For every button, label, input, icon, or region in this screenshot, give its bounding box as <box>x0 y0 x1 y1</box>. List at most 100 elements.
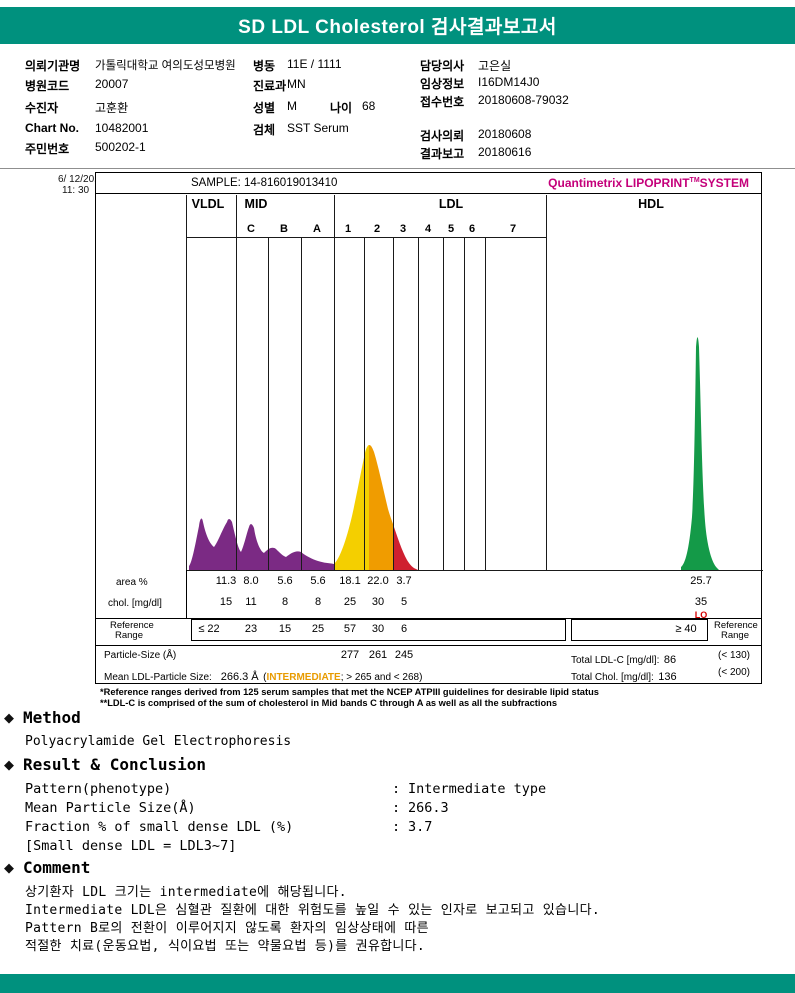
densitometry-chart <box>186 195 763 571</box>
result-row-label: Fraction % of small dense LDL (%) <box>25 819 294 835</box>
lane-group-vldl: VLDL <box>191 197 225 211</box>
lane-sublabel-1: 1 <box>344 223 352 235</box>
lane-sublabel-3: 3 <box>399 223 407 235</box>
diamond-bullet-icon: ◆ <box>4 709 14 725</box>
ref-range-cell-right <box>571 619 708 641</box>
area-pct-value: 5.6 <box>310 575 326 587</box>
area-pct-value: 18.1 <box>339 575 361 587</box>
footnote-2: **LDL-C is comprised of the sum of chole… <box>100 698 557 708</box>
lane-sublabel-4: 4 <box>424 223 432 235</box>
label-sex: 성별 <box>253 101 276 115</box>
lane-sublabel-c: C <box>247 223 255 235</box>
total-ldl-c-label: Total LDL-C [mg/dl]: <box>571 655 660 666</box>
ref-range-value: ≥ 40 <box>675 623 697 635</box>
method-body: Polyacrylamide Gel Electrophoresis <box>25 734 292 749</box>
comment-line: Pattern B로의 전환이 이루어지지 않도록 환자의 임상상태에 따른 <box>25 921 429 936</box>
ldl3-curve-red <box>393 524 418 570</box>
total-ldl-c-value: 86 <box>663 654 677 666</box>
total-ldl-c-row: Total LDL-C [mg/dl]: 86 <box>571 650 676 668</box>
lane-grid-lines <box>186 195 763 571</box>
value-report-date: 20180616 <box>478 145 532 159</box>
result-row-value: 266.3 <box>408 800 449 816</box>
ref-range-label-right-line2: Range <box>721 630 749 641</box>
chol-value: 15 <box>219 596 233 608</box>
sample-id: 14-816019013410 <box>244 177 338 189</box>
area-pct-value: 3.7 <box>396 575 412 587</box>
ref-range-value: 15 <box>278 623 292 635</box>
mean-classification: INTERMEDIATE <box>266 672 341 683</box>
total-chol-row: Total Chol. [mg/dl]: 136 <box>571 667 677 685</box>
ref-range-cell-left <box>191 619 566 641</box>
mean-ldl-value: 266.3 Å <box>220 671 259 683</box>
value-doctor: 고은실 <box>478 59 512 73</box>
ref-range-value: 30 <box>371 623 385 635</box>
ref-range-label-line1: Reference <box>110 620 154 631</box>
label-department: 진료과 <box>253 79 287 93</box>
ref-range-value: 25 <box>311 623 325 635</box>
ldl1-curve-yellow <box>334 445 369 570</box>
result-row-value: 3.7 <box>408 819 433 835</box>
value-order-date: 20180608 <box>478 127 532 141</box>
footnote-1: *Reference ranges derived from 125 serum… <box>100 687 599 697</box>
title-banner: SD LDL Cholesterol 검사결과보고서 <box>0 7 795 44</box>
value-sex: M <box>287 99 297 113</box>
value-ward: 11E / 1111 <box>287 57 342 71</box>
ref-range-value: ≤ 22 <box>198 623 220 635</box>
ref-row-top-line <box>96 618 761 619</box>
chol-value: 30 <box>371 596 385 608</box>
result-heading: ◆ Result & Conclusion <box>4 755 206 774</box>
label-institution: 의뢰기관명 <box>25 59 81 73</box>
comment-line: 적절한 치료(운동요법, 식이요법 또는 약물요법 등)를 권유합니다. <box>25 939 426 954</box>
label-ward: 병동 <box>253 59 276 73</box>
lane-group-hdl: HDL <box>638 197 664 211</box>
chol-value: 8 <box>281 596 289 608</box>
area-pct-value: 25.7 <box>690 575 712 587</box>
result-heading-text: Result & Conclusion <box>23 755 207 774</box>
lane-group-ldl: LDL <box>438 197 464 211</box>
label-column-divider <box>186 570 187 618</box>
label-receipt-no: 접수번호 <box>420 95 465 109</box>
label-resident-no: 주민번호 <box>25 142 70 156</box>
area-pct-value: 5.6 <box>277 575 293 587</box>
label-order-date: 검사의뢰 <box>420 129 465 143</box>
diamond-bullet-icon: ◆ <box>4 859 14 875</box>
particle-size-row-label: Particle-Size (Å) <box>104 650 177 661</box>
value-specimen: SST Serum <box>287 121 349 135</box>
vldl-mid-curve-purple <box>189 518 334 570</box>
area-pct-value: 22.0 <box>367 575 389 587</box>
header-divider <box>0 168 795 169</box>
lane-sublabel-7: 7 <box>509 223 517 235</box>
value-age: 68 <box>362 99 376 113</box>
ref-range-value: 57 <box>343 623 357 635</box>
label-patient-name: 수진자 <box>25 101 59 115</box>
report-title: SD LDL Cholesterol 검사결과보고서 <box>238 17 557 38</box>
mean-paren-open: ( <box>263 672 267 683</box>
value-chart-no: 10482001 <box>95 121 149 135</box>
lipoprint-brand: Quantimetrix LIPOPRINTTMSYSTEM <box>548 176 749 190</box>
result-row-colon: : <box>392 781 401 797</box>
ref-range-label-line2: Range <box>115 630 143 641</box>
comment-line: 상기환자 LDL 크기는 intermediate에 해당됩니다. <box>25 885 347 900</box>
ref-range-value: 23 <box>244 623 258 635</box>
chol-value: 5 <box>400 596 408 608</box>
total-chol-label: Total Chol. [mg/dl]: <box>571 672 654 683</box>
scan-date: 6/ 12/2018 <box>58 174 106 185</box>
value-department: MN <box>287 77 306 91</box>
value-resident-no: 500202-1 <box>95 140 146 154</box>
area-pct-value: 8.0 <box>243 575 259 587</box>
lane-sublabel-2: 2 <box>373 223 381 235</box>
label-specimen: 검체 <box>253 123 276 137</box>
ldl2-curve-orange <box>369 445 393 570</box>
hdl-low-flag: LO <box>694 610 708 620</box>
result-row-colon: : <box>392 819 401 835</box>
method-heading: ◆ Method <box>4 708 81 727</box>
particle-size-value: 261 <box>368 649 388 661</box>
chol-value: 25 <box>343 596 357 608</box>
ref-range-value: 6 <box>400 623 408 635</box>
total-chol-value: 136 <box>658 671 677 683</box>
method-heading-text: Method <box>23 708 81 727</box>
chol-row-label: chol. [mg/dl] <box>108 598 162 609</box>
total-chol-ref: (< 200) <box>718 667 750 678</box>
label-hospital-code: 병원코드 <box>25 79 70 93</box>
